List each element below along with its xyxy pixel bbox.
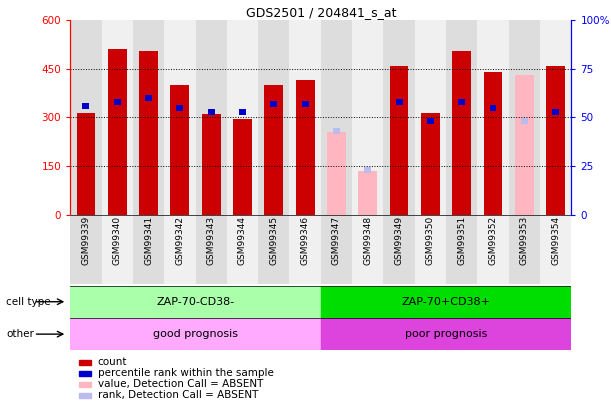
Bar (359, 171, 377, 215)
Bar (265, 85, 284, 215)
Bar (170, 85, 189, 215)
Text: ZAP-70-CD38-: ZAP-70-CD38- (156, 297, 235, 307)
Bar (114, 99, 121, 105)
Bar (384, 215, 415, 284)
Text: GSM99350: GSM99350 (426, 216, 435, 265)
Text: poor prognosis: poor prognosis (405, 329, 487, 339)
Bar (515, 75, 534, 215)
Text: GSM99351: GSM99351 (457, 216, 466, 265)
Bar (239, 109, 246, 115)
Bar (164, 215, 196, 284)
Text: count: count (98, 358, 127, 367)
Bar (70, 20, 101, 215)
Bar (415, 215, 446, 284)
Text: GSM99353: GSM99353 (520, 216, 529, 265)
Bar (79, 360, 92, 365)
Bar (427, 118, 434, 124)
Bar (390, 66, 409, 215)
Bar (321, 215, 352, 284)
Bar (489, 105, 497, 111)
Text: GSM99339: GSM99339 (81, 216, 90, 265)
Text: GSM99340: GSM99340 (113, 216, 122, 265)
Bar (208, 109, 214, 115)
Bar (227, 20, 258, 215)
Text: ZAP-70+CD38+: ZAP-70+CD38+ (401, 297, 491, 307)
Bar (477, 215, 509, 284)
Bar (233, 119, 252, 215)
Text: percentile rank within the sample: percentile rank within the sample (98, 369, 273, 378)
Bar (139, 51, 158, 215)
Bar (321, 318, 571, 350)
Text: GSM99348: GSM99348 (364, 216, 372, 265)
Bar (76, 113, 95, 215)
Bar (446, 215, 477, 284)
Text: GSM99346: GSM99346 (301, 216, 310, 265)
Bar (509, 215, 540, 284)
Text: GSM99342: GSM99342 (175, 216, 185, 265)
Bar (258, 20, 290, 215)
Bar (540, 215, 571, 284)
Title: GDS2501 / 204841_s_at: GDS2501 / 204841_s_at (246, 6, 396, 19)
Text: cell type: cell type (6, 297, 51, 307)
Bar (352, 215, 384, 284)
Bar (395, 99, 403, 105)
Bar (202, 114, 221, 215)
Bar (521, 118, 528, 124)
Bar (133, 20, 164, 215)
Text: value, Detection Call = ABSENT: value, Detection Call = ABSENT (98, 379, 263, 389)
Text: GSM99352: GSM99352 (489, 216, 497, 265)
Bar (552, 109, 559, 115)
Bar (446, 20, 477, 215)
Bar (196, 20, 227, 215)
Bar (177, 105, 183, 111)
Text: GSM99344: GSM99344 (238, 216, 247, 265)
Bar (540, 20, 571, 215)
Bar (484, 72, 502, 215)
Bar (70, 318, 321, 350)
Bar (364, 167, 371, 173)
Bar (321, 286, 571, 318)
Bar (79, 393, 92, 398)
Bar (384, 20, 415, 215)
Text: GSM99349: GSM99349 (395, 216, 403, 265)
Bar (509, 20, 540, 215)
Bar (101, 20, 133, 215)
Bar (227, 215, 258, 284)
Bar (458, 99, 465, 105)
Bar (258, 215, 290, 284)
Bar (196, 215, 227, 284)
Bar (477, 20, 509, 215)
Bar (270, 101, 277, 107)
Bar (108, 49, 126, 215)
Text: good prognosis: good prognosis (153, 329, 238, 339)
Text: GSM99347: GSM99347 (332, 216, 341, 265)
Bar (133, 215, 164, 284)
Bar (70, 215, 101, 284)
Bar (82, 103, 89, 109)
Bar (79, 382, 92, 387)
Text: other: other (6, 329, 34, 339)
Bar (79, 371, 92, 376)
Bar (352, 20, 384, 215)
Text: GSM99345: GSM99345 (269, 216, 278, 265)
Bar (101, 215, 133, 284)
Bar (321, 20, 352, 215)
Bar (290, 20, 321, 215)
Bar (452, 51, 471, 215)
Text: GSM99343: GSM99343 (207, 216, 216, 265)
Bar (290, 215, 321, 284)
Bar (145, 95, 152, 101)
Bar (327, 132, 346, 215)
Bar (333, 128, 340, 134)
Text: GSM99341: GSM99341 (144, 216, 153, 265)
Bar (70, 286, 321, 318)
Bar (421, 113, 440, 215)
Text: rank, Detection Call = ABSENT: rank, Detection Call = ABSENT (98, 390, 258, 400)
Text: GSM99354: GSM99354 (551, 216, 560, 265)
Bar (296, 80, 315, 215)
Bar (415, 20, 446, 215)
Bar (302, 101, 309, 107)
Bar (546, 66, 565, 215)
Bar (164, 20, 196, 215)
